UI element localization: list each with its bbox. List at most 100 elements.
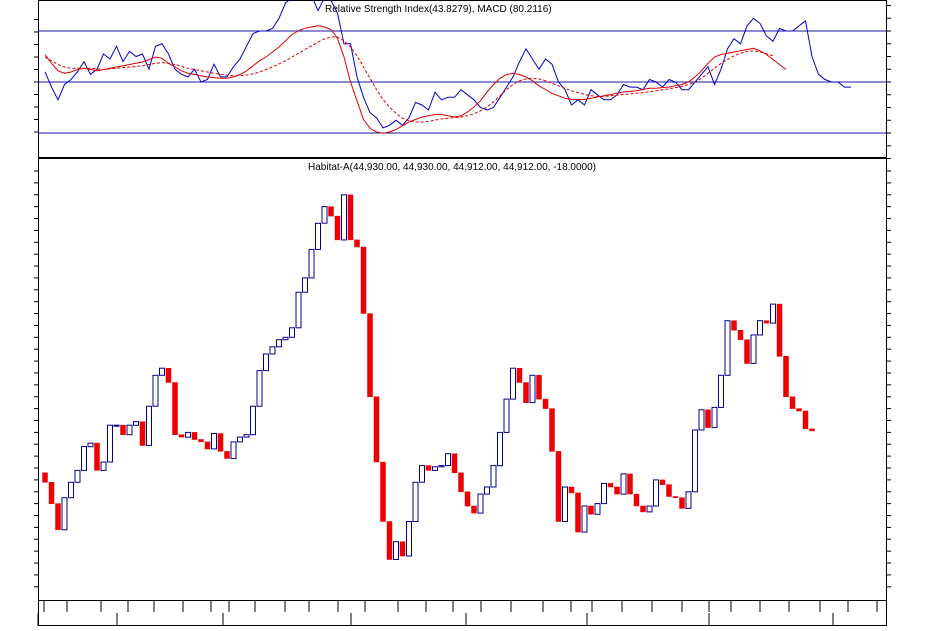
candle-down: [217, 433, 224, 452]
candle-up: [477, 493, 484, 514]
candle-up: [289, 327, 295, 338]
price-title: Habitat-A(44,930.00, 44,930.00, 44,912.0…: [308, 162, 596, 173]
price-panel-frame: [38, 158, 887, 601]
candle-up: [211, 433, 217, 450]
candle-down: [555, 451, 562, 522]
candle-up: [685, 491, 692, 509]
candle-up: [510, 367, 516, 400]
candle-up: [256, 370, 263, 407]
candle-down: [679, 497, 685, 509]
candle-down: [731, 320, 737, 331]
candle-up: [87, 442, 94, 448]
candle-down: [386, 521, 393, 560]
candle-up: [445, 453, 451, 467]
candle-up: [308, 248, 315, 279]
candle-up: [601, 482, 607, 505]
candle-up: [490, 465, 497, 488]
price-right-axis: [886, 170, 891, 588]
candle-up: [620, 473, 627, 495]
candle-up: [269, 346, 276, 355]
candle-down: [542, 398, 549, 409]
candle-down: [523, 382, 529, 403]
candle-up: [185, 431, 191, 438]
candle-up: [276, 339, 282, 348]
candle-up: [113, 424, 120, 427]
candle-up: [711, 406, 718, 429]
candle-down: [796, 408, 802, 412]
candle-up: [61, 497, 68, 531]
candle-up: [315, 222, 321, 250]
macd-signal-line: [44, 36, 774, 123]
candle-down: [178, 434, 185, 438]
candle-down: [373, 396, 380, 463]
candle-up: [74, 469, 81, 483]
candle-up: [757, 320, 763, 336]
candle-down: [789, 396, 796, 409]
candle-up: [646, 505, 653, 513]
candle-down: [94, 442, 100, 471]
candle-down: [367, 313, 373, 398]
candle-down: [360, 246, 367, 314]
candle-down: [328, 206, 334, 217]
rsi-reference-lines: [38, 30, 886, 134]
candle-up: [770, 303, 776, 324]
candle-down: [165, 367, 172, 383]
indicator-left-axis: [34, 19, 38, 133]
candle-down: [172, 382, 178, 436]
candle-up: [594, 503, 601, 515]
rsi-right-axis: [886, 5, 891, 159]
candle-up: [321, 206, 328, 224]
candle-up: [152, 374, 159, 407]
candle-down: [549, 408, 555, 452]
candle-down: [120, 424, 126, 435]
candle-down: [588, 505, 594, 515]
date-axis-frame: [38, 600, 887, 626]
date-axis: [37, 601, 878, 626]
candle-up: [282, 336, 289, 341]
candle-down: [737, 329, 744, 340]
candle-down: [198, 439, 204, 443]
candle-up: [724, 320, 731, 376]
candle-up: [432, 466, 438, 471]
candle-up: [497, 431, 503, 467]
candle-down: [516, 367, 523, 383]
price-left-axis: [34, 170, 38, 588]
candle-up: [412, 481, 419, 522]
candle-up: [698, 409, 705, 431]
candle-up: [653, 479, 659, 507]
candle-up: [263, 353, 269, 372]
candle-down: [55, 503, 61, 530]
candle-up: [393, 541, 399, 561]
candle-down: [627, 473, 633, 495]
candle-down: [776, 303, 783, 357]
indicator-title: Relative Strength Index(43.8279), MACD (…: [325, 4, 552, 15]
candle-down: [763, 320, 770, 324]
candle-down: [399, 541, 406, 557]
candle-up: [146, 405, 152, 446]
candle-down: [425, 465, 432, 471]
candle-up: [438, 465, 445, 468]
candle-up: [484, 486, 490, 495]
candle-up: [107, 424, 113, 463]
candle-down: [204, 441, 211, 450]
candle-up: [243, 434, 250, 438]
candle-down: [672, 496, 679, 498]
candle-down: [744, 339, 750, 364]
candle-down: [354, 239, 360, 248]
candle-down: [464, 491, 471, 507]
candle-down: [640, 505, 646, 513]
candle-up: [419, 465, 425, 483]
candle-up: [68, 481, 74, 499]
candle-down: [451, 453, 458, 473]
candle-up: [133, 421, 139, 426]
candle-down: [575, 492, 581, 533]
candle-down: [471, 505, 477, 514]
candle-down: [191, 432, 198, 440]
candle-up: [100, 461, 107, 471]
candle-up: [529, 374, 536, 404]
rsi-line: [44, 0, 851, 129]
candle-down: [659, 479, 666, 485]
candle-up: [718, 374, 724, 408]
candle-down: [139, 421, 146, 446]
